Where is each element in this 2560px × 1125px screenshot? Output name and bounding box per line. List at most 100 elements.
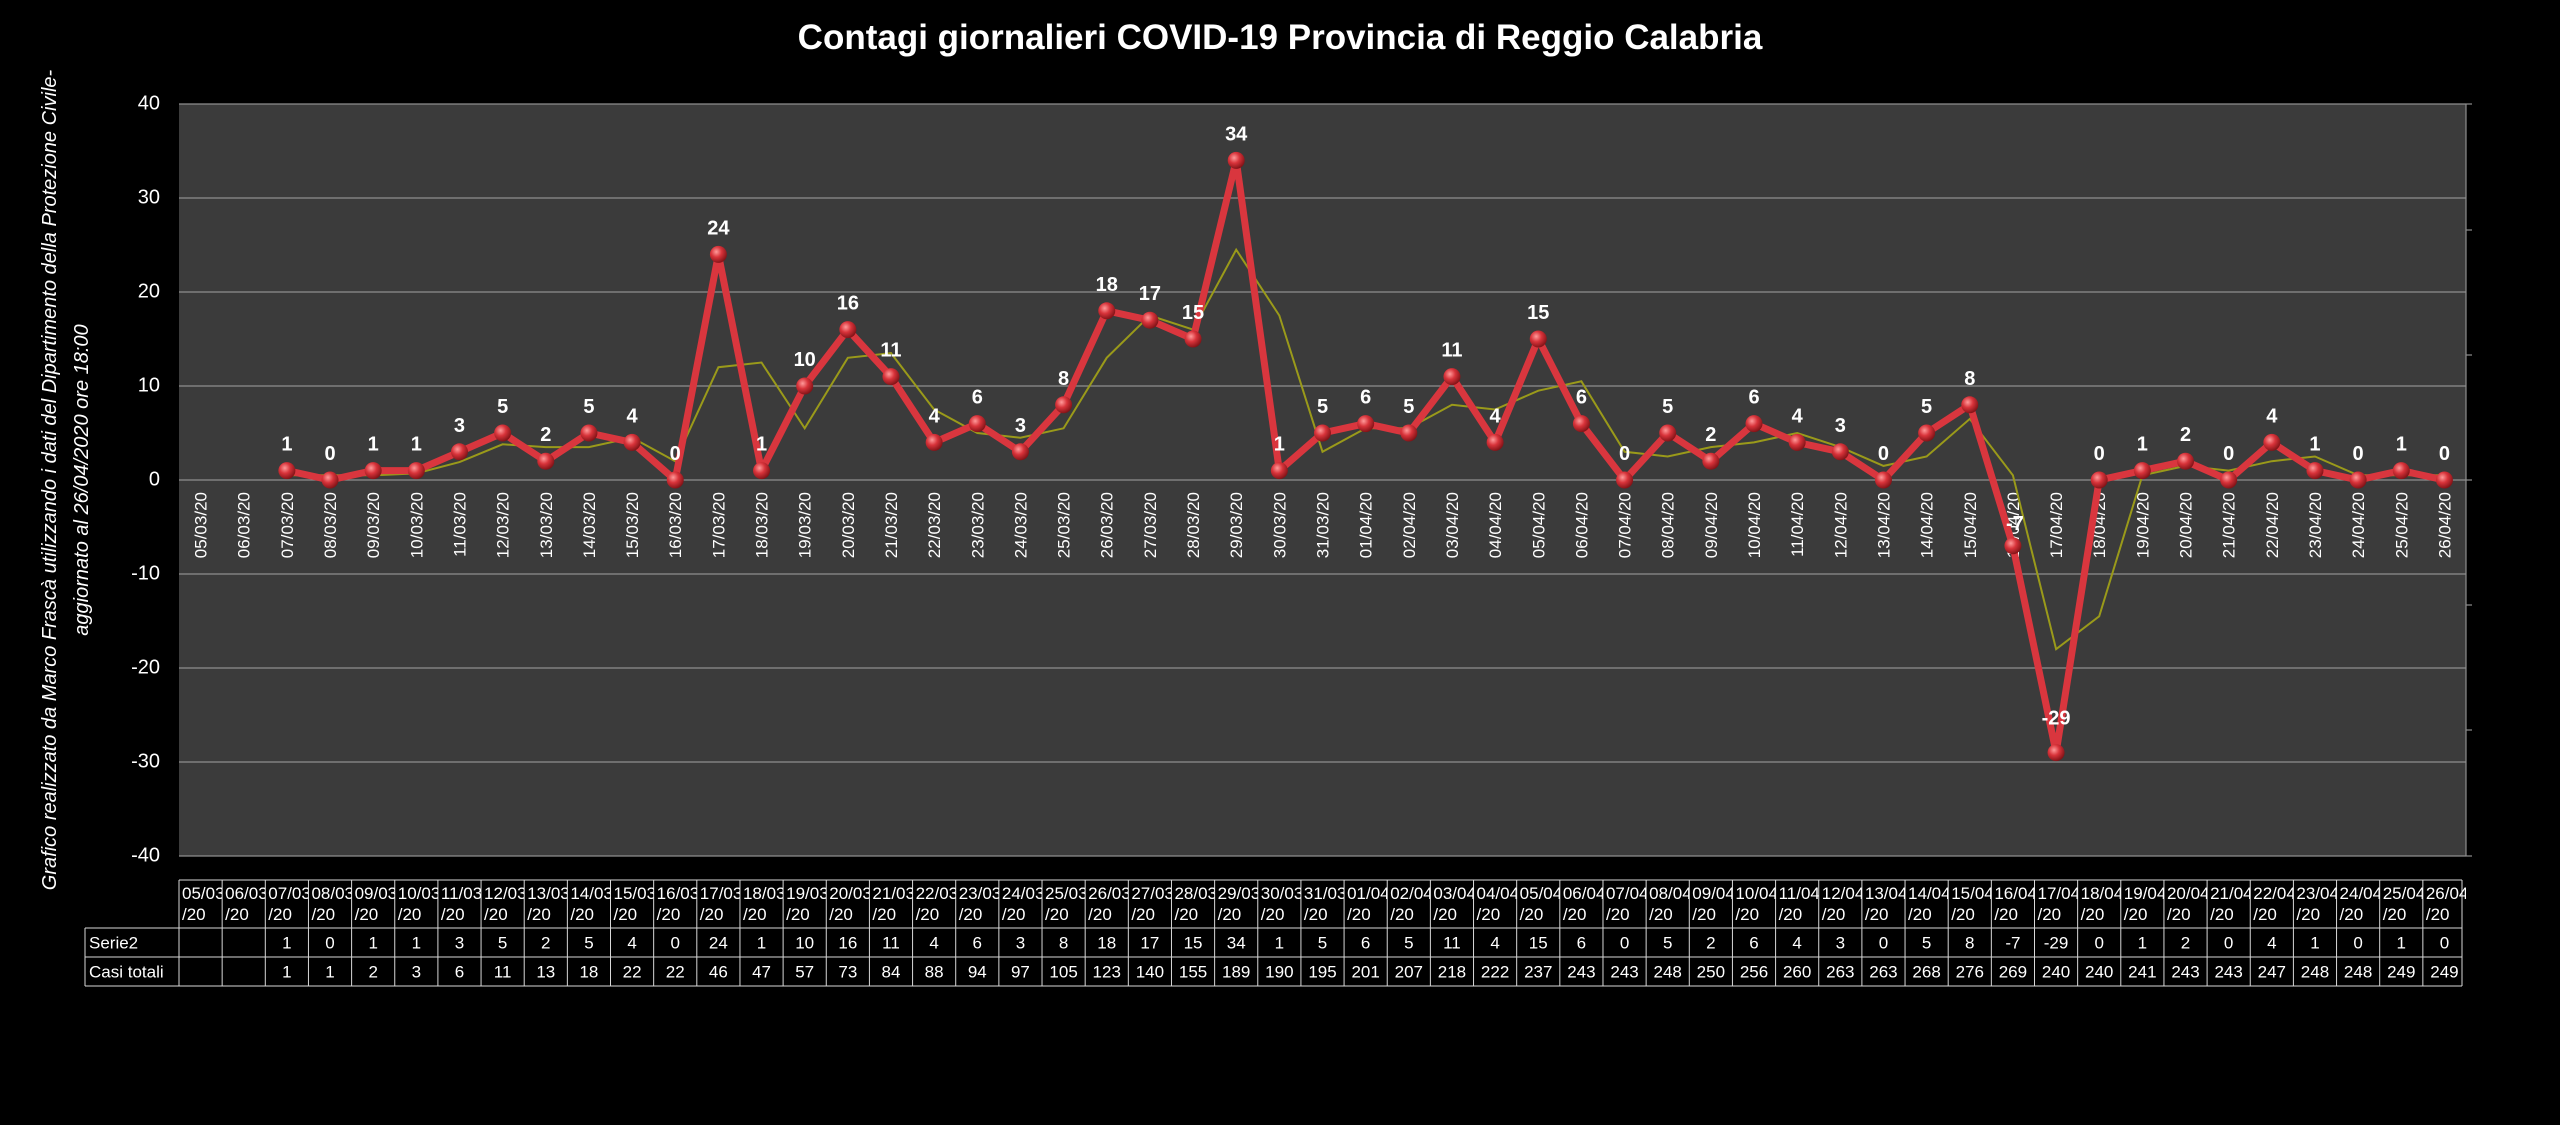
table-cell: 247 — [2258, 963, 2286, 982]
x-tick-label: 09/04/20 — [1702, 492, 1721, 558]
table-header-text: /20 — [1433, 905, 1457, 924]
table-cell: 0 — [2224, 934, 2233, 953]
x-tick-label: 12/03/20 — [494, 492, 513, 558]
table-header-text: /20 — [1994, 905, 2018, 924]
x-tick-label: 26/04/20 — [2435, 492, 2454, 558]
data-table: 05/03/2006/03/2007/03/2008/03/2009/03/20… — [84, 879, 2469, 987]
data-label: 2 — [2180, 424, 2191, 446]
table-header-text: 04/04 — [1477, 884, 1520, 903]
table-header-text: /20 — [1088, 905, 1112, 924]
table-cell: 140 — [1136, 963, 1164, 982]
x-tick-label: 20/03/20 — [839, 492, 858, 558]
table-header-cell: 22/04/20 — [2253, 884, 2293, 924]
data-point — [1572, 415, 1590, 433]
data-point — [364, 462, 382, 480]
table-header-text: /20 — [700, 905, 724, 924]
y-tick-label: 0 — [149, 468, 160, 490]
table-cell: 11 — [1443, 934, 1461, 953]
x-tick-label: 21/03/20 — [882, 492, 901, 558]
table-header-text: 17/03 — [700, 884, 743, 903]
table-cell: 1 — [368, 934, 377, 953]
table-header-text: /20 — [1520, 905, 1544, 924]
table-header-cell: 24/03/20 — [1002, 884, 1042, 924]
x-tick-label: 04/04/20 — [1486, 492, 1505, 558]
table-cell: 22 — [666, 963, 685, 982]
table-cell: 88 — [925, 963, 944, 982]
x-tick-label: 29/03/20 — [1227, 492, 1246, 558]
x-tick-label: 20/04/20 — [2177, 492, 2196, 558]
x-tick-label: 16/03/20 — [666, 492, 685, 558]
table-cell: 2 — [368, 963, 377, 982]
data-label: 0 — [324, 443, 335, 465]
table-header-text: 08/04 — [1649, 884, 1692, 903]
table-header-text: 11/03 — [441, 884, 482, 903]
x-tick-label: 01/04/20 — [1357, 492, 1376, 558]
table-cell: 13 — [536, 963, 555, 982]
table-header-text: 20/03 — [829, 884, 872, 903]
table-header-cell: 05/03/20 — [182, 884, 225, 924]
table-header-text: 25/04 — [2383, 884, 2426, 903]
table-cell: 240 — [2085, 963, 2113, 982]
data-point — [623, 433, 641, 451]
data-point — [2392, 462, 2410, 480]
table-header-cell: 22/03/20 — [916, 884, 956, 924]
table-header-text: /20 — [1390, 905, 1414, 924]
table-header-cell: 26/03/20 — [1088, 884, 1128, 924]
data-label: 3 — [1835, 415, 1846, 437]
table-cell: 3 — [455, 934, 464, 953]
table-header-text: 09/04 — [1692, 884, 1735, 903]
y-tick-label: 20 — [138, 280, 160, 302]
table-cell: 1 — [2138, 934, 2147, 953]
table-cell: 249 — [2387, 963, 2415, 982]
table-cell: 123 — [1093, 963, 1121, 982]
data-point — [2263, 433, 2281, 451]
table-header-text: 26/04 — [2426, 884, 2469, 903]
data-point — [2435, 471, 2453, 489]
table-cell: 24 — [709, 934, 728, 953]
table-header-text: 31/03 — [1304, 884, 1347, 903]
table-header-text: 28/03 — [1174, 884, 1217, 903]
table-header-text: 29/03 — [1218, 884, 1261, 903]
table-cell: 195 — [1308, 963, 1336, 982]
table-cell: 263 — [1869, 963, 1897, 982]
table-cell: 15 — [1529, 934, 1548, 953]
x-tick-label: 24/04/20 — [2349, 492, 2368, 558]
y-tick-label: 30 — [138, 186, 160, 208]
table-header-cell: 26/04/20 — [2426, 884, 2469, 924]
data-point — [1227, 151, 1245, 169]
table-header-cell: 05/04/20 — [1520, 884, 1560, 924]
table-header-cell: 12/04/20 — [1822, 884, 1862, 924]
data-point — [278, 462, 296, 480]
x-tick-label: 17/03/20 — [709, 492, 728, 558]
table-header-cell: 25/04/20 — [2383, 884, 2426, 924]
table-header-text: /20 — [1606, 905, 1630, 924]
table-header-cell: 03/04/20 — [1433, 884, 1473, 924]
x-tick-label: 10/04/20 — [1745, 492, 1764, 558]
table-header-text: /20 — [355, 905, 379, 924]
table-header-cell: 15/04/20 — [1951, 884, 1991, 924]
data-label: 3 — [1015, 415, 1026, 437]
table-header-text: /20 — [398, 905, 422, 924]
y-tick-label: -40 — [131, 844, 160, 866]
data-point — [709, 245, 727, 263]
table-header-cell: 31/03/20 — [1304, 884, 1347, 924]
data-label: 1 — [368, 434, 379, 456]
table-header-text: /20 — [570, 905, 594, 924]
table-header-text: 08/03 — [311, 884, 354, 903]
gridlines — [179, 103, 2466, 857]
table-cell: 248 — [2301, 963, 2329, 982]
table-header-text: 05/03 — [182, 884, 225, 903]
table-cell: 11 — [882, 934, 900, 953]
data-label: 1 — [281, 434, 292, 456]
data-label: 0 — [2353, 443, 2364, 465]
table-header-text: 16/04 — [1994, 884, 2037, 903]
table-cell: 4 — [1490, 934, 1499, 953]
data-point — [1702, 452, 1720, 470]
table-cell: 5 — [1663, 934, 1672, 953]
table-header-text: /20 — [1261, 905, 1285, 924]
table-header-text: 30/03 — [1261, 884, 1304, 903]
x-tick-label: 13/04/20 — [1874, 492, 1893, 558]
data-point — [2349, 471, 2367, 489]
table-header-text: 15/03 — [614, 884, 657, 903]
data-point — [2306, 462, 2324, 480]
